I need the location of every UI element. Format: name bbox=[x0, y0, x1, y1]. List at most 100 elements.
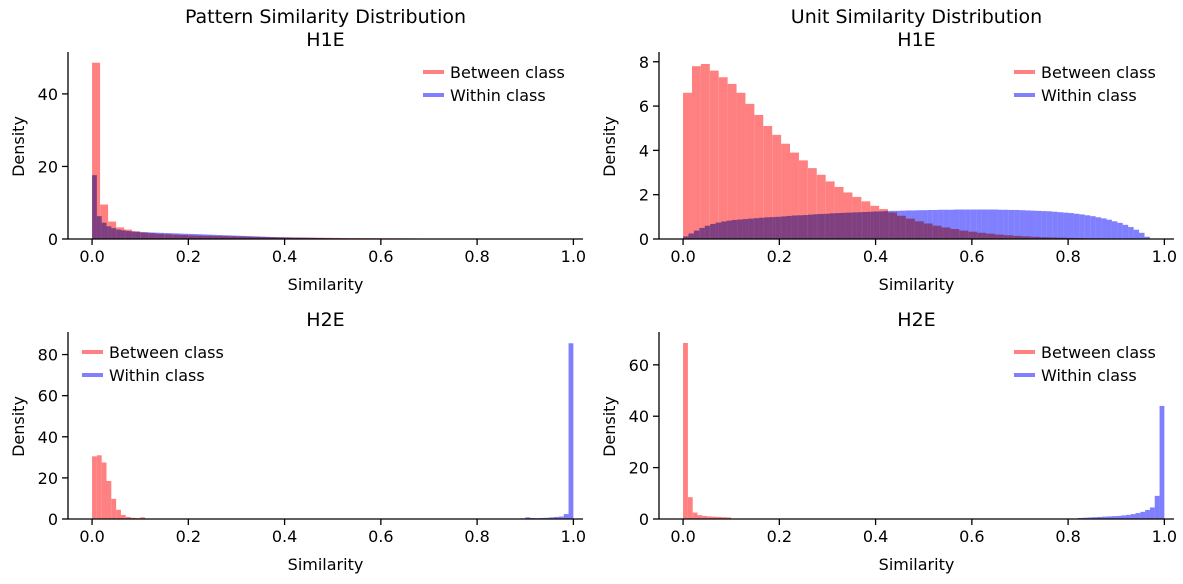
histogram-bar bbox=[873, 211, 879, 239]
x-tick-label: 0.4 bbox=[863, 527, 888, 546]
histogram-bar bbox=[878, 211, 884, 239]
y-tick-label: 0 bbox=[48, 230, 58, 249]
series-2 bbox=[683, 209, 1150, 239]
histogram-bar bbox=[721, 517, 727, 519]
histogram-bar bbox=[1111, 221, 1118, 239]
histogram-bar bbox=[130, 231, 136, 239]
legend-label: Between class bbox=[1041, 343, 1156, 362]
histogram-bar bbox=[279, 237, 285, 239]
histogram-bar bbox=[1057, 212, 1064, 239]
x-tick-label: 1.0 bbox=[561, 527, 586, 546]
histogram-bar bbox=[303, 237, 309, 239]
histogram-bar bbox=[294, 237, 300, 239]
histogram-bar bbox=[299, 237, 304, 239]
histogram-bar bbox=[683, 236, 689, 239]
histogram-bar bbox=[1149, 507, 1155, 519]
histogram-bar bbox=[997, 209, 1004, 239]
histogram-bar bbox=[1046, 211, 1053, 239]
histogram-bar bbox=[710, 223, 716, 239]
series-1 bbox=[683, 342, 732, 519]
histogram-bar bbox=[718, 77, 728, 239]
histogram-bar bbox=[745, 103, 755, 239]
histogram-bar bbox=[217, 235, 223, 239]
histogram-bar bbox=[683, 92, 692, 240]
histogram-bar bbox=[563, 514, 569, 519]
histogram-bar bbox=[711, 516, 717, 519]
histogram-bar bbox=[965, 209, 971, 239]
histogram-bar bbox=[807, 168, 817, 239]
histogram-bar bbox=[798, 160, 808, 239]
histogram-bar bbox=[921, 210, 928, 239]
histogram-bar bbox=[959, 209, 966, 239]
histogram-bar bbox=[101, 462, 107, 519]
histogram-bar bbox=[700, 63, 710, 239]
histogram-bar bbox=[824, 213, 830, 239]
histogram-bar bbox=[1096, 516, 1102, 519]
histogram-bar bbox=[775, 216, 781, 239]
histogram-bar bbox=[1139, 232, 1145, 239]
y-axis-label: Density bbox=[600, 396, 619, 457]
histogram-bar bbox=[759, 217, 765, 239]
histogram-bar bbox=[702, 515, 708, 519]
y-tick-label: 40 bbox=[38, 428, 58, 447]
histogram-bar bbox=[183, 233, 189, 239]
histogram-bar bbox=[943, 209, 950, 239]
histogram-bar bbox=[691, 66, 701, 239]
histogram-bar bbox=[845, 212, 852, 239]
histogram-bar bbox=[1063, 212, 1069, 239]
histogram-bar bbox=[693, 230, 700, 239]
histogram-bar bbox=[797, 215, 803, 239]
histogram-bar bbox=[241, 235, 247, 239]
chart-title: H1E bbox=[897, 29, 935, 51]
histogram-bar bbox=[834, 186, 844, 239]
x-tick-label: 0.0 bbox=[79, 527, 104, 546]
histogram-bar bbox=[790, 152, 799, 239]
histogram-bar bbox=[106, 480, 112, 519]
histogram-bar bbox=[1130, 514, 1136, 519]
histogram-bar bbox=[1003, 209, 1009, 239]
histogram-bar bbox=[763, 126, 773, 239]
histogram-bar bbox=[1144, 236, 1150, 239]
histogram-bar bbox=[106, 226, 112, 239]
histogram-bar bbox=[154, 232, 160, 239]
x-tick-label: 0.6 bbox=[368, 247, 393, 266]
x-axis-label: Similarity bbox=[879, 275, 955, 294]
histogram-bar bbox=[140, 517, 146, 519]
x-tick-label: 0.0 bbox=[79, 247, 104, 266]
y-tick-label: 20 bbox=[38, 157, 58, 176]
histogram-bar bbox=[1025, 210, 1031, 239]
histogram-bar bbox=[905, 210, 912, 239]
histogram-bar bbox=[1030, 210, 1036, 239]
histogram-bar bbox=[764, 217, 770, 239]
histogram-bar bbox=[554, 516, 559, 519]
histogram-bar bbox=[825, 181, 835, 239]
y-axis-label: Density bbox=[9, 396, 28, 457]
x-tick-label: 0.2 bbox=[176, 527, 201, 546]
histogram-bar bbox=[900, 210, 906, 239]
histogram-bar bbox=[173, 233, 179, 239]
histogram-bar bbox=[1008, 209, 1015, 239]
histogram-bar bbox=[1041, 211, 1047, 239]
legend-label: Within class bbox=[450, 86, 546, 105]
x-axis-label: Similarity bbox=[288, 275, 364, 294]
histogram-bar bbox=[707, 516, 712, 519]
histogram-bar bbox=[207, 234, 213, 239]
histogram-bar bbox=[255, 236, 261, 239]
histogram-bar bbox=[1128, 227, 1134, 239]
histogram-bar bbox=[1035, 210, 1042, 239]
histogram-bar bbox=[140, 232, 146, 239]
histogram-bar bbox=[1073, 213, 1080, 239]
x-tick-label: 0.6 bbox=[368, 527, 393, 546]
x-tick-label: 0.4 bbox=[272, 247, 297, 266]
histogram-bar bbox=[135, 231, 141, 239]
x-tick-label: 0.2 bbox=[767, 247, 792, 266]
histogram-bar bbox=[1079, 214, 1085, 239]
histogram-bar bbox=[716, 516, 722, 519]
histogram-bar bbox=[807, 214, 814, 239]
histogram-bar bbox=[1125, 514, 1131, 519]
x-tick-label: 0.4 bbox=[272, 527, 297, 546]
histogram-bar bbox=[791, 215, 798, 239]
series-2 bbox=[1077, 405, 1165, 520]
histogram-bar bbox=[772, 134, 782, 239]
y-axis-label: Density bbox=[600, 116, 619, 177]
